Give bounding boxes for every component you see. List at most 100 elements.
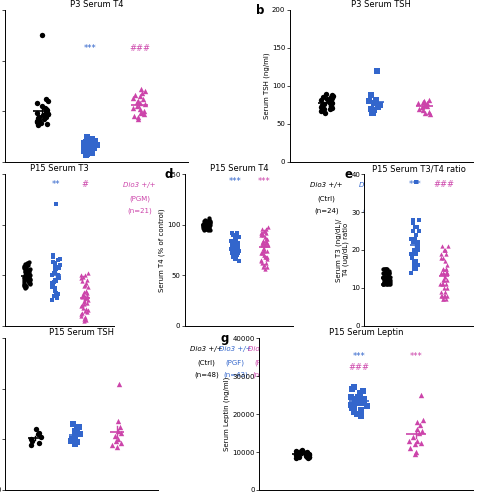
- Text: (PGM): (PGM): [129, 196, 150, 202]
- Point: [229, 251, 237, 259]
- Text: (Ctrl): (Ctrl): [317, 196, 335, 202]
- Point: [325, 97, 333, 105]
- Point: [425, 96, 433, 104]
- Point: [82, 313, 89, 321]
- Point: [200, 224, 207, 232]
- Point: [52, 263, 60, 271]
- Text: Dio3 +/+: Dio3 +/+: [219, 346, 251, 352]
- Point: [24, 259, 32, 267]
- Point: [34, 122, 42, 130]
- Point: [21, 260, 29, 268]
- Point: [414, 238, 422, 246]
- Point: [83, 294, 90, 302]
- Point: [200, 220, 207, 228]
- Point: [21, 274, 28, 281]
- Point: [372, 96, 380, 104]
- Text: (PGF): (PGF): [226, 360, 245, 366]
- Point: [141, 100, 149, 108]
- Point: [380, 278, 388, 286]
- Point: [26, 280, 34, 288]
- Point: [414, 242, 422, 250]
- Text: Dio3 +/+: Dio3 +/+: [74, 182, 107, 188]
- Point: [232, 253, 240, 261]
- Text: (Ctrl): (Ctrl): [377, 360, 395, 366]
- Point: [258, 239, 266, 247]
- Point: [438, 280, 445, 288]
- Point: [231, 253, 239, 261]
- Point: [353, 398, 361, 406]
- Point: [83, 132, 90, 140]
- Point: [305, 452, 313, 460]
- Point: [385, 269, 392, 277]
- Point: [327, 94, 335, 102]
- Point: [357, 412, 364, 420]
- Point: [382, 265, 390, 273]
- Point: [385, 269, 393, 277]
- Point: [200, 222, 207, 230]
- Point: [200, 222, 208, 230]
- Point: [261, 241, 269, 249]
- Point: [230, 247, 238, 255]
- Text: (PGF): (PGF): [366, 196, 385, 202]
- Point: [318, 101, 326, 109]
- Point: [437, 254, 445, 262]
- Point: [33, 118, 41, 126]
- Point: [85, 270, 92, 278]
- Point: [233, 229, 240, 237]
- Point: [203, 218, 211, 226]
- Point: [386, 278, 393, 286]
- Point: [25, 278, 33, 286]
- Point: [84, 296, 92, 304]
- Point: [231, 247, 239, 255]
- Point: [439, 265, 447, 273]
- Point: [360, 395, 368, 403]
- Point: [77, 274, 85, 282]
- Point: [234, 245, 242, 253]
- Point: [39, 112, 46, 120]
- Point: [51, 278, 58, 286]
- Text: (n=14): (n=14): [412, 208, 436, 214]
- Point: [202, 224, 209, 232]
- Point: [381, 280, 389, 288]
- Point: [20, 274, 27, 281]
- Title: P15 Serum T3: P15 Serum T3: [30, 164, 88, 173]
- Point: [51, 276, 58, 284]
- Text: (PGM): (PGM): [434, 360, 455, 366]
- Point: [259, 247, 266, 255]
- Point: [73, 425, 81, 433]
- Point: [134, 97, 142, 105]
- Point: [409, 216, 417, 224]
- Point: [444, 269, 451, 277]
- Point: [22, 276, 30, 283]
- Point: [257, 256, 265, 264]
- Point: [200, 220, 207, 228]
- Point: [295, 450, 303, 458]
- Point: [80, 317, 88, 325]
- Point: [380, 272, 388, 280]
- Point: [385, 280, 393, 288]
- Point: [112, 438, 120, 446]
- Point: [206, 220, 214, 228]
- Point: [438, 292, 445, 300]
- Point: [421, 97, 428, 105]
- Text: (n=40): (n=40): [72, 372, 97, 378]
- Point: [79, 290, 87, 298]
- Point: [320, 100, 328, 108]
- Point: [348, 400, 355, 408]
- Y-axis label: Serum T4 (% of control): Serum T4 (% of control): [158, 208, 165, 292]
- Point: [21, 272, 29, 280]
- Text: d: d: [165, 168, 174, 181]
- Point: [380, 276, 388, 284]
- Point: [413, 418, 421, 426]
- Point: [259, 245, 267, 253]
- Point: [257, 249, 264, 257]
- Point: [136, 92, 143, 100]
- Point: [81, 282, 89, 290]
- Point: [415, 216, 423, 224]
- Point: [411, 223, 419, 231]
- Point: [80, 296, 88, 304]
- Point: [42, 108, 50, 116]
- Point: [442, 296, 450, 304]
- Point: [383, 280, 391, 288]
- Point: [232, 241, 240, 249]
